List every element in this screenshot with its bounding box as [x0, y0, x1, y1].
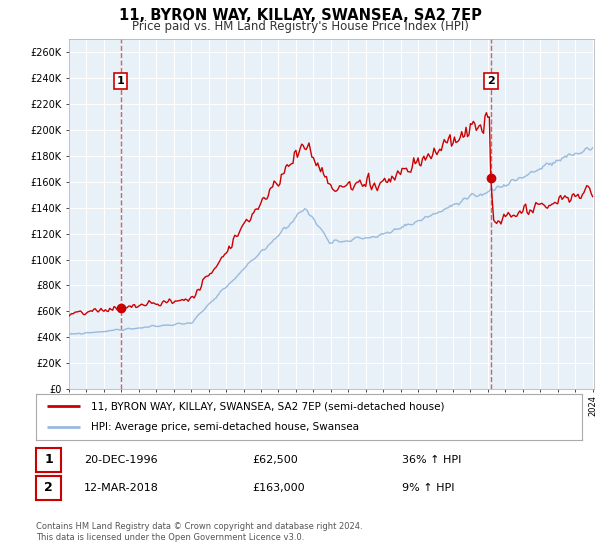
Text: 12-MAR-2018: 12-MAR-2018 — [84, 483, 159, 493]
Text: 11, BYRON WAY, KILLAY, SWANSEA, SA2 7EP: 11, BYRON WAY, KILLAY, SWANSEA, SA2 7EP — [119, 8, 481, 24]
Text: 9% ↑ HPI: 9% ↑ HPI — [402, 483, 455, 493]
Text: HPI: Average price, semi-detached house, Swansea: HPI: Average price, semi-detached house,… — [91, 422, 359, 432]
Text: 11, BYRON WAY, KILLAY, SWANSEA, SA2 7EP (semi-detached house): 11, BYRON WAY, KILLAY, SWANSEA, SA2 7EP … — [91, 401, 444, 411]
Text: 1: 1 — [44, 453, 53, 466]
Text: Price paid vs. HM Land Registry's House Price Index (HPI): Price paid vs. HM Land Registry's House … — [131, 20, 469, 32]
Text: £163,000: £163,000 — [252, 483, 305, 493]
Text: 2: 2 — [44, 481, 53, 494]
Text: Contains HM Land Registry data © Crown copyright and database right 2024.: Contains HM Land Registry data © Crown c… — [36, 522, 362, 531]
Text: This data is licensed under the Open Government Licence v3.0.: This data is licensed under the Open Gov… — [36, 533, 304, 542]
Text: £62,500: £62,500 — [252, 455, 298, 465]
Text: 20-DEC-1996: 20-DEC-1996 — [84, 455, 158, 465]
Text: 2: 2 — [487, 76, 495, 86]
Text: 36% ↑ HPI: 36% ↑ HPI — [402, 455, 461, 465]
Text: 1: 1 — [117, 76, 125, 86]
